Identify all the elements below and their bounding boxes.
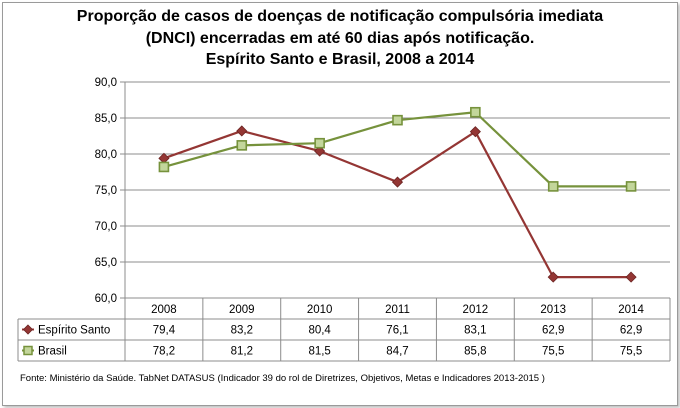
chart-title: Proporção de casos de doenças de notific… [0, 6, 680, 71]
y-tick-label: 85,0 [95, 113, 117, 125]
table-value: 83,1 [464, 325, 486, 337]
x-category-label: 2012 [463, 304, 489, 316]
chart-title-line-1: Proporção de casos de doenças de notific… [76, 8, 604, 25]
legend-label: Brasil [38, 346, 67, 358]
table-value: 81,5 [308, 346, 330, 358]
y-tick-label: 65,0 [95, 257, 117, 269]
data-point-espirito-santo [625, 271, 637, 283]
x-category-label: 2013 [540, 304, 566, 316]
x-category-label: 2008 [151, 304, 177, 316]
legend-marker-espirito-santo [22, 324, 34, 335]
legend-marker-brasil [23, 345, 33, 356]
y-tick-label: 90,0 [95, 77, 117, 89]
data-point-brasil [236, 140, 248, 151]
y-tick-label: 60,0 [95, 293, 117, 305]
x-category-label: 2011 [385, 304, 410, 316]
series-line-espirito-santo [163, 129, 632, 279]
table-value: 83,2 [231, 325, 253, 337]
data-point-brasil [625, 181, 637, 192]
x-category-label: 2009 [229, 304, 255, 316]
table-value: 78,2 [153, 346, 175, 358]
data-point-espirito-santo [391, 176, 404, 188]
table-value: 81,2 [231, 346, 253, 358]
data-point-brasil [314, 137, 325, 149]
source-note: Fonte: Ministério da Saúde. TabNet DATAS… [20, 373, 545, 384]
table-value: 84,7 [386, 346, 408, 358]
table-value: 76,1 [386, 325, 408, 337]
data-point-brasil [158, 161, 170, 173]
chart-title-line-3: Espírito Santo e Brasil, 2008 a 2014 [205, 51, 475, 68]
table-value: 62,9 [620, 325, 642, 337]
data-point-espirito-santo [547, 271, 559, 283]
data-point-espirito-santo [469, 126, 481, 138]
legend-label: Espírito Santo [38, 325, 110, 337]
data-point-brasil [470, 106, 481, 118]
x-category-label: 2010 [307, 304, 333, 316]
table-value: 80,4 [308, 325, 331, 337]
x-category-label: 2014 [618, 304, 644, 316]
data-point-espirito-santo [314, 145, 326, 157]
table-value: 75,5 [542, 346, 564, 358]
table-value: 75,5 [620, 346, 642, 358]
table-value: 85,8 [464, 346, 486, 358]
data-point-brasil [392, 114, 403, 126]
y-tick-label: 80,0 [95, 149, 117, 161]
chart-title-line-2: (DNCI) encerradas em até 60 dias após no… [145, 29, 535, 47]
table-value: 79,4 [153, 325, 176, 337]
data-point-espirito-santo [236, 125, 248, 137]
data-point-brasil [547, 181, 559, 192]
y-tick-label: 70,0 [95, 221, 117, 233]
y-tick-label: 75,0 [95, 185, 117, 197]
table-value: 62,9 [542, 325, 564, 337]
